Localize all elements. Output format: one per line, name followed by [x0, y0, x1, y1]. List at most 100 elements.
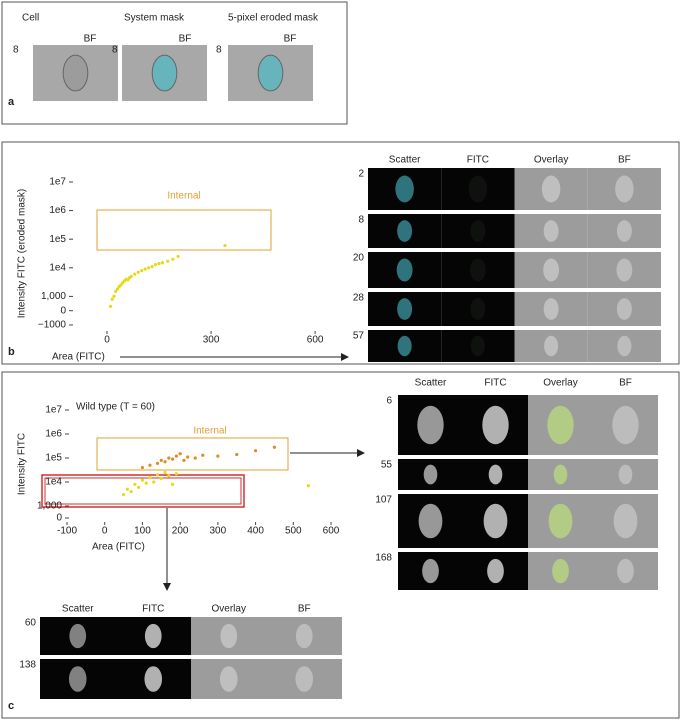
cell — [397, 298, 413, 320]
point — [171, 457, 175, 461]
row-label: 28 — [353, 293, 365, 304]
point — [140, 478, 145, 482]
cell — [547, 405, 574, 445]
point — [216, 454, 220, 458]
point — [119, 283, 123, 287]
x-tick-label: 100 — [134, 526, 151, 537]
point — [186, 455, 190, 459]
point — [163, 470, 167, 475]
cell — [616, 298, 632, 320]
gallery-header: Scatter — [415, 378, 447, 389]
object-id: 8 — [216, 45, 222, 56]
point — [178, 452, 182, 456]
cell — [470, 298, 486, 320]
cell — [219, 666, 238, 692]
point — [125, 487, 129, 491]
x-axis-label: Area (FITC) — [52, 352, 105, 363]
point — [159, 458, 163, 462]
x-axis-label: Area (FITC) — [92, 542, 145, 553]
point — [306, 484, 310, 488]
y-tick-label: 1e7 — [45, 405, 62, 416]
y-axis-label: Intensity FITC (eroded mask) — [17, 189, 28, 318]
gate — [96, 437, 289, 471]
cell — [543, 298, 559, 320]
point — [171, 482, 175, 486]
cell — [482, 405, 509, 445]
point — [174, 454, 178, 458]
point — [159, 476, 163, 481]
point — [272, 445, 277, 449]
point — [112, 294, 116, 298]
point — [167, 456, 171, 460]
gate-label: Internal — [193, 426, 226, 437]
point — [167, 474, 171, 478]
cell — [468, 175, 488, 203]
cell — [417, 405, 444, 445]
point — [121, 492, 126, 497]
cell — [422, 558, 439, 584]
cell — [617, 558, 634, 584]
x-tick-label: 0 — [102, 526, 108, 537]
cell — [470, 335, 485, 357]
point — [176, 254, 180, 259]
gallery-header: Scatter — [389, 155, 421, 166]
cell — [295, 623, 313, 649]
cell — [469, 258, 486, 282]
x-tick-label: 600 — [323, 526, 340, 537]
point — [235, 452, 239, 457]
point — [108, 304, 113, 309]
point — [129, 274, 133, 279]
cell — [543, 258, 560, 282]
y-tick-label: 1e5 — [45, 453, 62, 464]
cell — [62, 54, 89, 92]
cell — [541, 175, 561, 203]
point — [253, 449, 258, 453]
gate-low — [44, 477, 242, 505]
cell — [418, 503, 443, 539]
y-tick-label: 0 — [56, 513, 62, 524]
gate-label: Internal — [167, 191, 200, 202]
gallery-header: Overlay — [543, 378, 577, 389]
point — [126, 278, 130, 282]
gallery-header: FITC — [484, 378, 506, 389]
gate — [96, 209, 272, 251]
panel-label: a — [8, 96, 15, 108]
row-label: 57 — [353, 331, 365, 342]
cell — [423, 464, 438, 485]
cell — [616, 258, 633, 282]
x-tick-label: 200 — [172, 526, 189, 537]
point — [148, 476, 152, 480]
point — [114, 289, 118, 293]
x-tick-label: 400 — [247, 526, 264, 537]
point — [163, 460, 167, 464]
cell — [612, 405, 639, 445]
cell — [295, 666, 314, 692]
point — [148, 463, 152, 467]
y-tick-label: 0 — [60, 305, 66, 316]
point — [160, 261, 165, 265]
subtitle: Wild type (T = 60) — [76, 402, 155, 413]
gallery-header: BF — [618, 155, 631, 166]
gallery-header: Overlay — [534, 155, 568, 166]
row-label: 2 — [358, 169, 364, 180]
row-label: 8 — [358, 215, 364, 226]
point — [136, 270, 140, 274]
cell — [69, 623, 87, 649]
row-label: 55 — [381, 460, 393, 471]
point — [133, 272, 137, 276]
point — [152, 480, 156, 484]
gallery-header: BF — [298, 604, 311, 615]
point — [140, 465, 145, 470]
point — [144, 481, 148, 485]
object-id: 8 — [13, 45, 19, 56]
gallery-header: Overlay — [212, 604, 246, 615]
y-tick-label: 1e6 — [45, 429, 62, 440]
panel-c-frame — [1, 371, 680, 719]
channel-label: BF — [84, 34, 97, 45]
point — [193, 456, 197, 460]
point — [147, 266, 151, 270]
x-tick-label: 300 — [203, 335, 220, 346]
x-tick-label: 0 — [104, 335, 110, 346]
point — [129, 489, 133, 494]
